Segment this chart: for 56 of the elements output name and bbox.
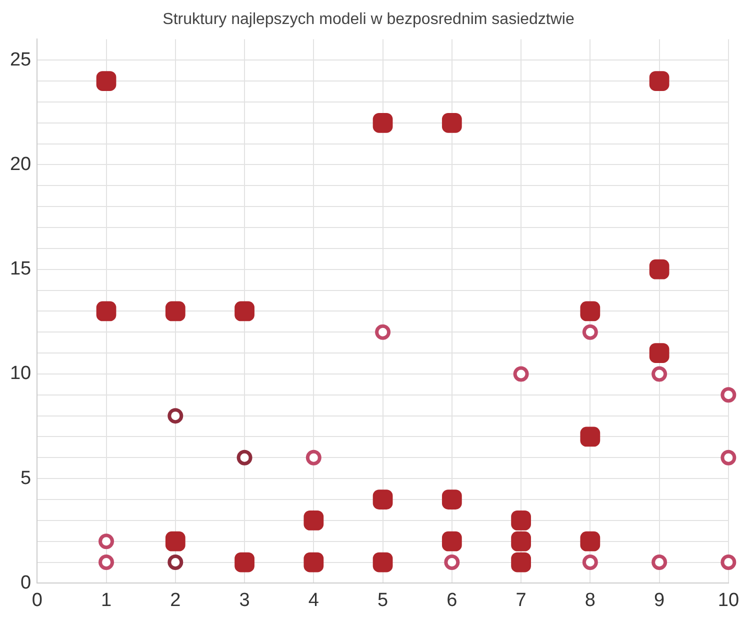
point bbox=[304, 510, 324, 530]
point bbox=[720, 450, 736, 466]
point bbox=[236, 450, 252, 466]
point bbox=[580, 426, 600, 447]
x-tick-label: 7 bbox=[516, 590, 526, 611]
y-tick-label: 25 bbox=[10, 49, 32, 70]
point bbox=[649, 71, 670, 91]
x-tick-label: 5 bbox=[377, 590, 388, 611]
x-tick-label: 1 bbox=[100, 590, 112, 611]
x-tick-label: 10 bbox=[718, 590, 740, 611]
y-tick-label: 15 bbox=[10, 258, 32, 280]
point bbox=[96, 71, 116, 91]
point bbox=[511, 510, 531, 530]
point bbox=[649, 343, 670, 363]
point bbox=[582, 554, 598, 570]
y-tick-label: 0 bbox=[20, 572, 32, 594]
point bbox=[720, 387, 736, 403]
point bbox=[652, 366, 668, 382]
point bbox=[306, 450, 322, 466]
point bbox=[720, 554, 736, 570]
point bbox=[580, 531, 600, 552]
point bbox=[234, 301, 254, 322]
chart-title: Struktury najlepszych modeli w bezposrednim sasiedztwie bbox=[162, 11, 574, 28]
x-tick-label: 4 bbox=[308, 590, 320, 611]
point bbox=[582, 324, 598, 340]
point bbox=[511, 531, 531, 552]
point bbox=[98, 534, 114, 550]
point bbox=[165, 531, 186, 552]
point bbox=[444, 554, 460, 570]
point bbox=[372, 552, 393, 572]
point bbox=[96, 301, 116, 322]
x-tick-label: 3 bbox=[239, 590, 250, 611]
point bbox=[652, 554, 668, 570]
x-tick-label: 2 bbox=[170, 590, 181, 611]
point bbox=[442, 531, 462, 552]
x-tick-label: 8 bbox=[584, 590, 596, 611]
y-tick-label: 20 bbox=[10, 154, 32, 175]
x-tick-label: 9 bbox=[654, 590, 665, 611]
point bbox=[372, 112, 393, 133]
point bbox=[165, 301, 186, 322]
point bbox=[513, 366, 529, 382]
point bbox=[304, 552, 324, 572]
y-tick-label: 10 bbox=[10, 363, 32, 384]
point bbox=[168, 408, 184, 424]
point bbox=[375, 324, 391, 340]
y-tick-label: 5 bbox=[20, 468, 32, 489]
point bbox=[168, 554, 184, 570]
point bbox=[442, 490, 462, 510]
point bbox=[372, 490, 393, 510]
x-tick-label: 6 bbox=[446, 590, 458, 611]
point bbox=[442, 112, 462, 133]
point bbox=[649, 259, 670, 280]
point bbox=[511, 552, 531, 572]
point bbox=[580, 301, 600, 322]
point bbox=[98, 554, 114, 570]
point bbox=[234, 552, 254, 572]
